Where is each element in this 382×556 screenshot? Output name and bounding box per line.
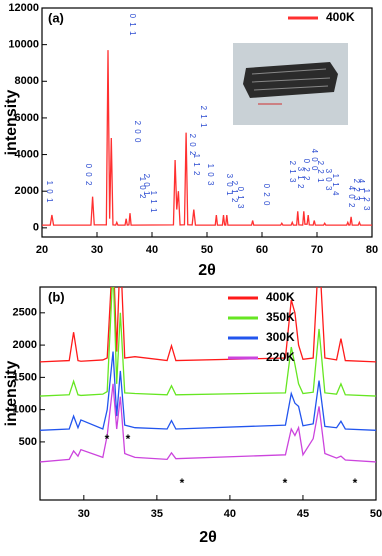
plot-area — [40, 287, 376, 463]
plot-area — [42, 50, 372, 226]
impurity-mark: * — [283, 476, 288, 490]
series-line — [42, 50, 372, 226]
y-tick-label: 1000 — [13, 404, 37, 416]
peak-label: 3 0 3 — [324, 169, 333, 192]
peak-label: 2 0 2 — [188, 134, 197, 157]
x-tick-label: 45 — [297, 508, 309, 520]
x-tick-label: 70 — [311, 244, 323, 256]
legend-label: 400K — [266, 290, 295, 304]
x-tick-label: 60 — [256, 244, 268, 256]
peak-label: 1 0 1 — [45, 181, 54, 204]
legend-label: 400K — [326, 10, 355, 24]
series-line — [40, 287, 376, 397]
y-tick-label: 2500 — [13, 307, 37, 319]
peak-label: 2 2 1 — [316, 161, 325, 184]
peak-label: 2 1 3 — [288, 161, 297, 184]
impurity-mark: * — [353, 476, 358, 490]
peak-label: 2 1 2 — [230, 181, 239, 204]
legend-label: 350K — [266, 310, 295, 324]
peak-label: 0 2 2 — [302, 159, 311, 182]
panel-title: (a) — [48, 10, 64, 25]
legend-label: 300K — [266, 330, 295, 344]
peak-label: 2 2 3 — [352, 179, 361, 202]
x-tick-label: 30 — [78, 508, 90, 520]
peak-label: 1 0 3 — [206, 164, 215, 187]
x-tick-label: 30 — [91, 244, 103, 256]
x-tick-label: 80 — [366, 244, 378, 256]
y-tick-label: 10000 — [8, 39, 39, 51]
legend-label: 220K — [266, 350, 295, 364]
peak-label: 3 1 2 — [296, 167, 305, 190]
y-tick-label: 12000 — [8, 2, 39, 14]
series-line — [40, 287, 376, 363]
impurity-mark: * — [180, 476, 185, 490]
peak-label: 1 1 1 — [149, 191, 158, 214]
peak-label: 0 0 2 — [84, 164, 93, 187]
peak-label: 0 1 3 — [236, 187, 245, 210]
peak-label: 3 0 1 — [225, 174, 234, 197]
x-axis-label: 2θ — [198, 262, 216, 279]
peak-label: 4 0 0 — [310, 149, 319, 172]
plot-frame — [39, 286, 377, 501]
y-tick-label: 0 — [33, 222, 39, 234]
impurity-mark: * — [126, 432, 131, 446]
y-tick-label: 500 — [19, 436, 37, 448]
x-tick-label: 50 — [370, 508, 382, 520]
y-tick-label: 8000 — [15, 75, 39, 87]
y-axis-label: intensity — [3, 90, 20, 156]
y-tick-label: 2000 — [15, 185, 39, 197]
x-tick-label: 20 — [36, 244, 48, 256]
impurity-mark: * — [105, 432, 110, 446]
peak-label: 1 0 2 — [138, 177, 147, 200]
x-axis-label: 2θ — [199, 529, 217, 546]
y-tick-label: 6000 — [15, 112, 39, 124]
peak-label: 2 0 0 — [133, 121, 142, 144]
y-tick-label: 1500 — [13, 371, 37, 383]
peak-label: 4 1 1 — [357, 179, 366, 202]
peak-label: 0 1 1 — [128, 14, 137, 37]
series-line — [40, 383, 376, 463]
inset-photo — [233, 43, 348, 125]
peak-label: 1 2 3 — [362, 189, 371, 212]
y-axis-label: intensity — [3, 361, 20, 427]
series-line — [40, 351, 376, 431]
x-tick-label: 40 — [146, 244, 158, 256]
panel-title: (b) — [48, 289, 65, 304]
y-tick-label: 4000 — [15, 148, 39, 160]
x-tick-label: 40 — [224, 508, 236, 520]
peak-label: 1 1 4 — [331, 174, 340, 197]
peak-label: 1 1 2 — [192, 154, 201, 177]
x-tick-label: 35 — [151, 508, 163, 520]
x-tick-label: 50 — [201, 244, 213, 256]
peak-label: 4 0 2 — [347, 186, 356, 209]
peak-label: 2 1 1 — [199, 106, 208, 129]
y-tick-label: 2000 — [13, 339, 37, 351]
peak-label: 2 0 1 — [142, 174, 151, 197]
peak-label: 0 2 0 — [262, 184, 271, 207]
